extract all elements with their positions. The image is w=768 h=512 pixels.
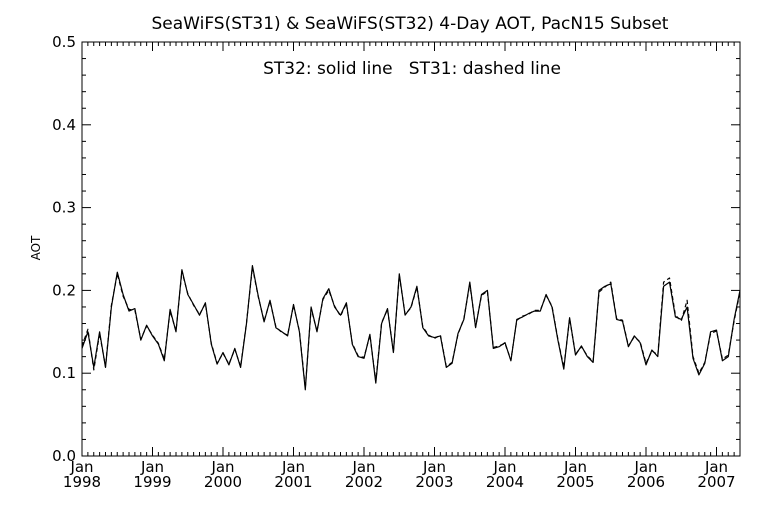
x-tick-month-label: Jan (492, 458, 516, 476)
legend-annotation: ST32: solid line ST31: dashed line (263, 59, 561, 79)
x-tick-year-label: 2000 (204, 473, 242, 491)
y-tick-label: 0.5 (52, 33, 76, 51)
y-tick-label: 0.2 (52, 281, 76, 299)
x-tick-month-label: Jan (140, 458, 164, 476)
x-tick-month-label: Jan (210, 458, 234, 476)
y-axis-label: AOT (29, 235, 43, 260)
series-layer (81, 265, 741, 391)
x-tick-year-label: 2004 (486, 473, 524, 491)
x-tick-month-label: Jan (633, 458, 657, 476)
x-tick-month-label: Jan (69, 458, 93, 476)
y-tick-label: 0.1 (52, 364, 76, 382)
x-tick-month-label: Jan (351, 458, 375, 476)
y-tick-label: 0.4 (52, 116, 76, 134)
x-tick-year-label: 2002 (345, 473, 383, 491)
x-axis: Jan1998Jan1999Jan2000Jan2001Jan2002Jan20… (63, 42, 741, 491)
x-tick-year-label: 1998 (63, 473, 101, 491)
x-tick-year-label: 2007 (697, 473, 735, 491)
x-tick-year-label: 2001 (274, 473, 312, 491)
x-tick-month-label: Jan (704, 458, 728, 476)
x-tick-year-label: 1999 (133, 473, 171, 491)
y-tick-label: 0.3 (52, 199, 76, 217)
x-tick-month-label: Jan (422, 458, 446, 476)
y-axis: 0.0 0.1 0.2 0.3 0.4 0.5 (52, 33, 740, 465)
x-tick-month-label: Jan (563, 458, 587, 476)
y-tick-label: 0.0 (52, 447, 76, 465)
x-tick-year-label: 2003 (415, 473, 453, 491)
x-tick-month-label: Jan (281, 458, 305, 476)
x-tick-year-label: 2005 (556, 473, 594, 491)
chart-title: SeaWiFS(ST31) & SeaWiFS(ST32) 4-Day AOT,… (152, 14, 669, 34)
x-tick-year-label: 2006 (627, 473, 665, 491)
series-line-st32 (81, 265, 741, 391)
plot-frame (81, 41, 741, 457)
